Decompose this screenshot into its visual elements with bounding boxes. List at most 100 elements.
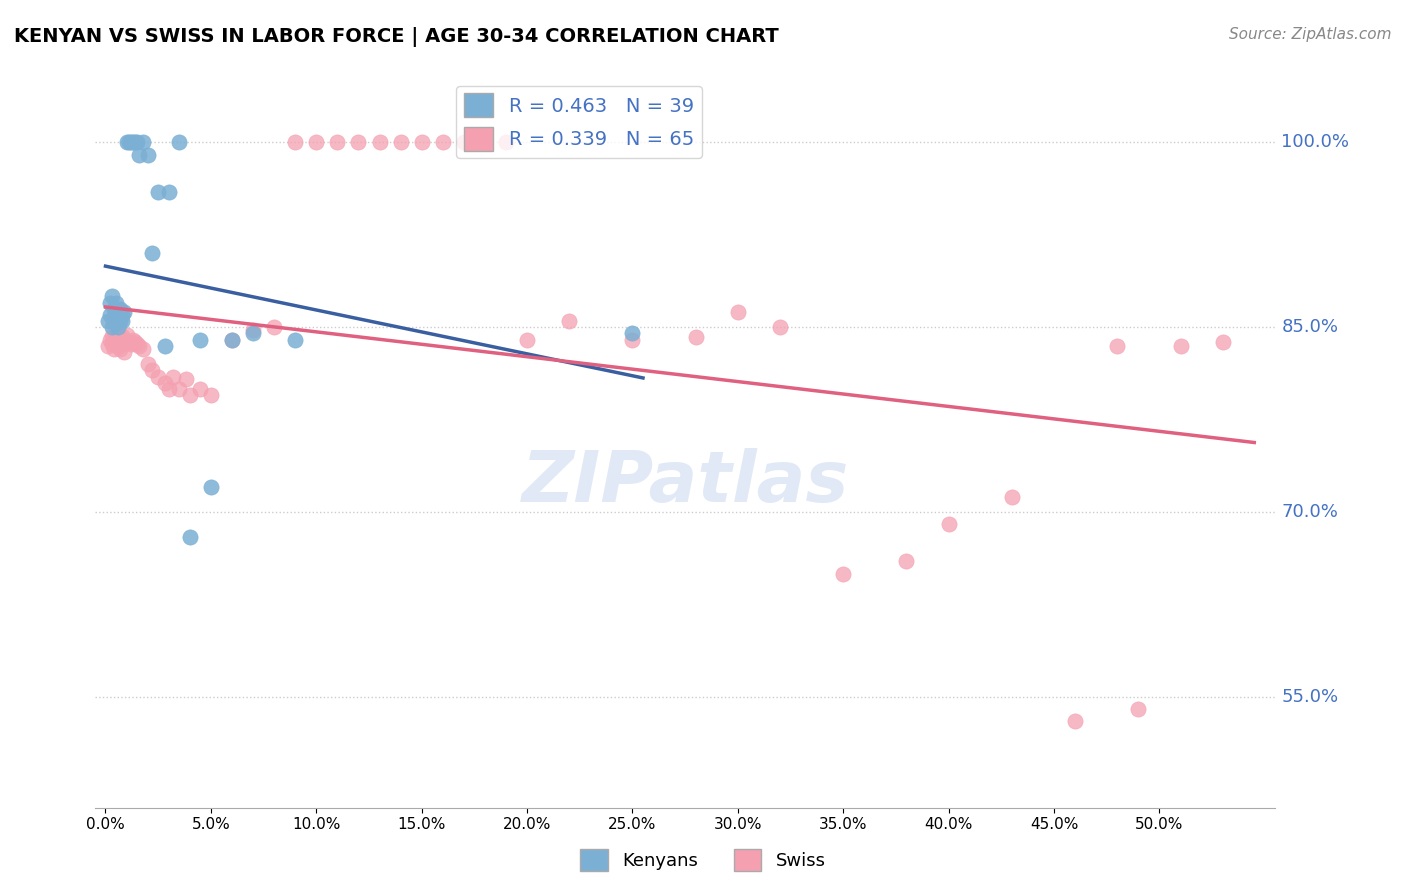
- Text: 55.0%: 55.0%: [1281, 688, 1339, 706]
- Point: [157, 382, 180, 396]
- Point: [148, 369, 170, 384]
- Text: ZIPatlas: ZIPatlas: [522, 448, 849, 517]
- Point: [107, 339, 129, 353]
- Point: [1212, 334, 1234, 349]
- Point: [284, 136, 307, 150]
- Point: [101, 329, 124, 343]
- Text: 85.0%: 85.0%: [1281, 318, 1339, 336]
- Point: [136, 147, 159, 161]
- Point: [200, 480, 222, 494]
- Point: [101, 320, 124, 334]
- Point: [1107, 339, 1129, 353]
- Point: [1170, 339, 1192, 353]
- Point: [110, 308, 132, 322]
- Point: [114, 344, 136, 359]
- Point: [263, 320, 285, 334]
- Point: [685, 330, 707, 344]
- Point: [97, 339, 120, 353]
- Point: [114, 333, 136, 347]
- Point: [832, 566, 855, 581]
- Point: [474, 136, 496, 150]
- Point: [174, 372, 197, 386]
- Point: [141, 246, 163, 260]
- Point: [122, 136, 145, 150]
- Text: 70.0%: 70.0%: [1281, 503, 1339, 521]
- Point: [1001, 490, 1024, 504]
- Point: [167, 136, 190, 150]
- Point: [200, 388, 222, 402]
- Point: [103, 343, 125, 357]
- Point: [621, 326, 644, 341]
- Point: [284, 333, 307, 347]
- Point: [167, 382, 190, 396]
- Point: [122, 333, 145, 347]
- Point: [101, 289, 124, 303]
- Point: [110, 314, 132, 328]
- Point: [97, 314, 120, 328]
- Point: [132, 343, 155, 357]
- Point: [118, 136, 141, 150]
- Point: [495, 136, 517, 150]
- Point: [516, 333, 538, 347]
- Point: [103, 301, 125, 316]
- Point: [896, 554, 918, 568]
- Point: [111, 308, 134, 322]
- Point: [727, 305, 749, 319]
- Point: [453, 136, 475, 150]
- Point: [127, 337, 149, 351]
- Point: [124, 136, 146, 150]
- Point: [120, 337, 142, 351]
- Point: [107, 320, 129, 334]
- Point: [242, 326, 264, 341]
- Point: [305, 136, 328, 150]
- Point: [153, 339, 176, 353]
- Point: [127, 136, 149, 150]
- Point: [221, 333, 243, 347]
- Point: [107, 333, 129, 347]
- Point: [938, 517, 960, 532]
- Point: [98, 333, 121, 347]
- Point: [1064, 714, 1087, 729]
- Point: [389, 136, 412, 150]
- Point: [98, 308, 121, 322]
- Text: Source: ZipAtlas.com: Source: ZipAtlas.com: [1229, 27, 1392, 42]
- Point: [153, 376, 176, 390]
- Text: 100.0%: 100.0%: [1281, 134, 1350, 152]
- Point: [326, 136, 349, 150]
- Point: [162, 369, 184, 384]
- Point: [107, 310, 129, 325]
- Point: [115, 327, 138, 342]
- Point: [1128, 702, 1150, 716]
- Point: [115, 334, 138, 349]
- Point: [103, 331, 125, 345]
- Point: [105, 305, 128, 319]
- Point: [128, 147, 150, 161]
- Point: [105, 334, 128, 349]
- Point: [179, 388, 201, 402]
- Point: [110, 343, 132, 357]
- Point: [242, 323, 264, 337]
- Point: [188, 382, 211, 396]
- Point: [141, 363, 163, 377]
- Point: [432, 136, 454, 150]
- Point: [411, 136, 433, 150]
- Point: [132, 136, 155, 150]
- Point: [120, 136, 142, 150]
- Point: [368, 136, 391, 150]
- Point: [115, 136, 138, 150]
- Point: [110, 301, 132, 316]
- Point: [111, 314, 134, 328]
- Point: [118, 334, 141, 349]
- Point: [179, 530, 201, 544]
- Point: [128, 339, 150, 353]
- Point: [111, 337, 134, 351]
- Point: [101, 337, 124, 351]
- Point: [114, 305, 136, 319]
- Point: [221, 333, 243, 347]
- Text: KENYAN VS SWISS IN LABOR FORCE | AGE 30-34 CORRELATION CHART: KENYAN VS SWISS IN LABOR FORCE | AGE 30-…: [14, 27, 779, 46]
- Point: [188, 333, 211, 347]
- Point: [621, 333, 644, 347]
- Point: [347, 136, 370, 150]
- Point: [111, 329, 134, 343]
- Point: [136, 357, 159, 371]
